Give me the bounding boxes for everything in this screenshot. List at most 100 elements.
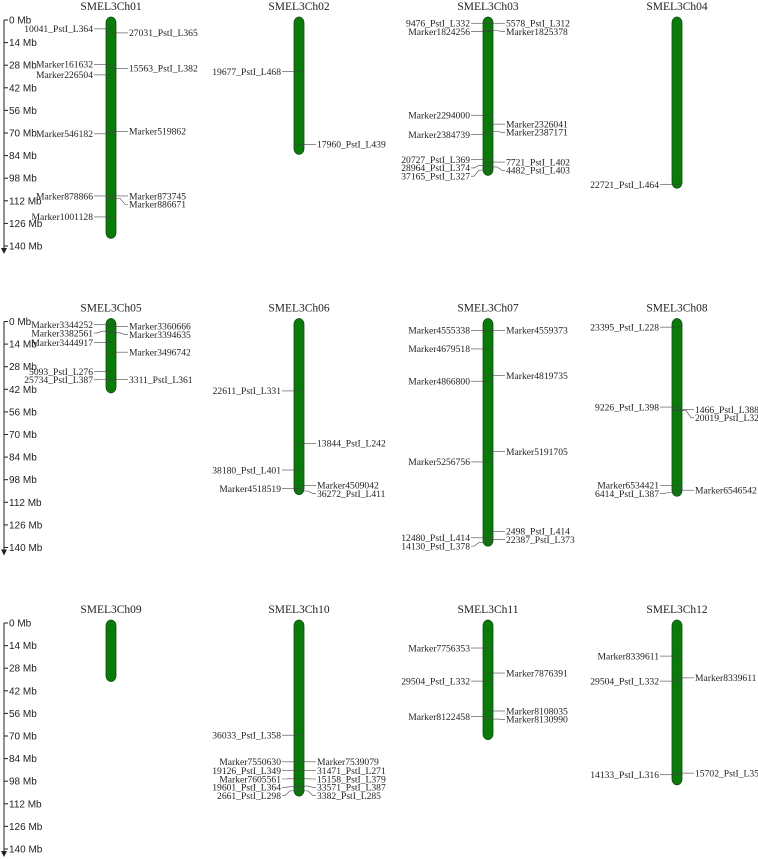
- marker: Marker1825378: [483, 27, 568, 38]
- chromosome-smel3ch08: SMEL3Ch08 23395_PstI_L228 9226_PstI_L398 Ma…: [590, 303, 758, 500]
- marker-label: Marker546182: [36, 129, 93, 140]
- marker-label: Marker4555338: [408, 326, 470, 337]
- marker-label: Marker4866800: [408, 377, 470, 388]
- marker: 28964_PstI_L374: [401, 163, 493, 174]
- axis-ruler: 0 Mb 14 Mb 28 Mb 42 Mb 56 Mb 70 Mb 84 Mb 98 Mb 1…: [1, 619, 43, 857]
- marker: 7721_PstI_L402: [483, 157, 570, 168]
- chromosome-bar: [105, 619, 117, 682]
- marker-label: Marker7756353: [408, 643, 470, 654]
- marker: Marker4866800: [408, 377, 493, 388]
- marker-label: Marker3382561: [31, 328, 93, 339]
- marker-label: Marker873745: [129, 191, 186, 202]
- chromosome-title: SMEL3Ch09: [80, 604, 142, 616]
- marker-label: Marker878866: [36, 191, 93, 202]
- marker: Marker8339611: [672, 673, 757, 684]
- marker-label: 6414_PstI_L387: [595, 489, 659, 500]
- marker-label: 25734_PstI_L387: [24, 375, 93, 386]
- marker-label: Marker1824256: [408, 27, 470, 38]
- axis-tick-label: 126 Mb: [9, 822, 43, 833]
- axis-tick-label: 0 Mb: [9, 317, 32, 328]
- marker-label: Marker8339611: [695, 673, 757, 684]
- marker: 37165_PstI_L327: [401, 169, 493, 183]
- marker: 15158_PstI_L379: [294, 774, 386, 785]
- marker-label: 15702_PstI_L354: [695, 768, 758, 779]
- chromosome-bar: [293, 619, 305, 797]
- axis-tick-label: 56 Mb: [9, 407, 37, 418]
- marker-label: Marker2294000: [408, 111, 470, 122]
- marker-label: Marker2384739: [408, 130, 470, 141]
- chromosome-bar: [671, 619, 683, 786]
- marker-label: Marker3496742: [129, 347, 191, 358]
- marker: 38180_PstI_L401: [212, 465, 304, 476]
- marker: Marker8339611: [598, 651, 682, 662]
- marker-label: 5578_PstI_L312: [506, 19, 570, 30]
- marker-connector: [471, 169, 483, 177]
- marker: Marker8108035: [483, 706, 568, 717]
- marker-label: Marker4679518: [408, 344, 470, 355]
- chromosome-bar: [482, 619, 494, 741]
- marker: 36033_PstI_L358: [212, 730, 304, 741]
- marker: Marker519862: [106, 127, 186, 138]
- axis-tick-label: 42 Mb: [9, 686, 37, 697]
- marker: 19601_PstI_L364: [212, 783, 304, 794]
- axis-tick-label: 70 Mb: [9, 732, 37, 743]
- chromosome-title: SMEL3Ch01: [80, 1, 142, 13]
- marker-connector: [493, 131, 505, 133]
- marker-connector: [660, 492, 672, 494]
- marker: Marker5256756: [408, 457, 493, 468]
- marker-label: Marker2326041: [506, 119, 568, 130]
- marker: 22721_PstI_L464: [590, 180, 682, 191]
- marker: Marker3344252: [31, 320, 116, 331]
- marker: 23395_PstI_L228: [590, 322, 682, 333]
- marker-label: Marker161632: [36, 60, 93, 71]
- marker-connector: [304, 490, 316, 494]
- chromosome-title: SMEL3Ch06: [268, 303, 330, 315]
- chromosome-smel3ch12: SMEL3Ch12 Marker8339611 29504_PstI_L332 141…: [590, 604, 758, 786]
- marker: Marker878866: [36, 191, 116, 202]
- marker-label: Marker2387171: [506, 128, 568, 139]
- marker-label: 3382_PstI_L285: [317, 791, 381, 802]
- marker-label: 22611_PstI_L331: [213, 386, 282, 397]
- marker: 33571_PstI_L387: [294, 783, 386, 794]
- marker: 19677_PstI_L468: [212, 67, 304, 78]
- marker: 10041_PstI_L364: [24, 24, 116, 35]
- marker-label: 4482_PstI_L403: [506, 166, 570, 177]
- axis-tick-label: 14 Mb: [9, 38, 37, 49]
- marker-label: Marker4819735: [506, 371, 568, 382]
- marker: 31471_PstI_L271: [294, 766, 386, 777]
- axis-tick-label: 14 Mb: [9, 340, 37, 351]
- axis-tick-label: 42 Mb: [9, 83, 37, 94]
- chromosome-smel3ch01: SMEL3Ch01 10041_PstI_L364 Marker161632 Mark…: [24, 1, 198, 239]
- axis-ruler: 0 Mb 14 Mb 28 Mb 42 Mb 56 Mb 70 Mb 84 Mb 98 Mb 1…: [1, 317, 43, 556]
- chromosome-bar: [671, 16, 683, 189]
- axis-tick-label: 126 Mb: [9, 520, 43, 531]
- marker-label: Marker6546542: [695, 485, 757, 496]
- marker-label: Marker7539079: [317, 757, 379, 768]
- marker-connector: [304, 790, 316, 796]
- axis-tick-label: 126 Mb: [9, 219, 43, 230]
- marker-label: Marker3344252: [31, 320, 93, 331]
- marker: 13844_PstI_L242: [294, 439, 386, 450]
- axis-arrow-icon: [1, 549, 7, 556]
- chromosome-title: SMEL3Ch12: [646, 604, 708, 616]
- axis-tick-label: 140 Mb: [9, 543, 43, 554]
- marker-label: 23395_PstI_L228: [590, 322, 659, 333]
- axis-ruler: 0 Mb 14 Mb 28 Mb 42 Mb 56 Mb 70 Mb 84 Mb 98 Mb 1…: [1, 16, 43, 254]
- chromosome-title: SMEL3Ch04: [646, 1, 708, 13]
- chromosome-smel3ch06: SMEL3Ch06 22611_PstI_L331 38180_PstI_L401 M…: [212, 303, 386, 500]
- marker: 20019_PstI_L326: [672, 409, 758, 424]
- marker-label: 36272_PstI_L411: [317, 489, 386, 500]
- marker: Marker4509042: [294, 481, 379, 492]
- marker-connector: [116, 332, 128, 335]
- chromosome-title: SMEL3Ch03: [457, 1, 519, 13]
- axis-tick-label: 98 Mb: [9, 174, 37, 185]
- marker-label: 19601_PstI_L364: [212, 783, 281, 794]
- marker-label: 7721_PstI_L402: [506, 157, 570, 168]
- marker: 5093_PstI_L276: [29, 367, 116, 378]
- marker-label: 19677_PstI_L468: [212, 67, 281, 78]
- marker-label: 31471_PstI_L271: [317, 766, 386, 777]
- marker-connector: [304, 785, 316, 788]
- axis-tick-label: 28 Mb: [9, 61, 37, 72]
- marker: Marker8130990: [483, 715, 568, 726]
